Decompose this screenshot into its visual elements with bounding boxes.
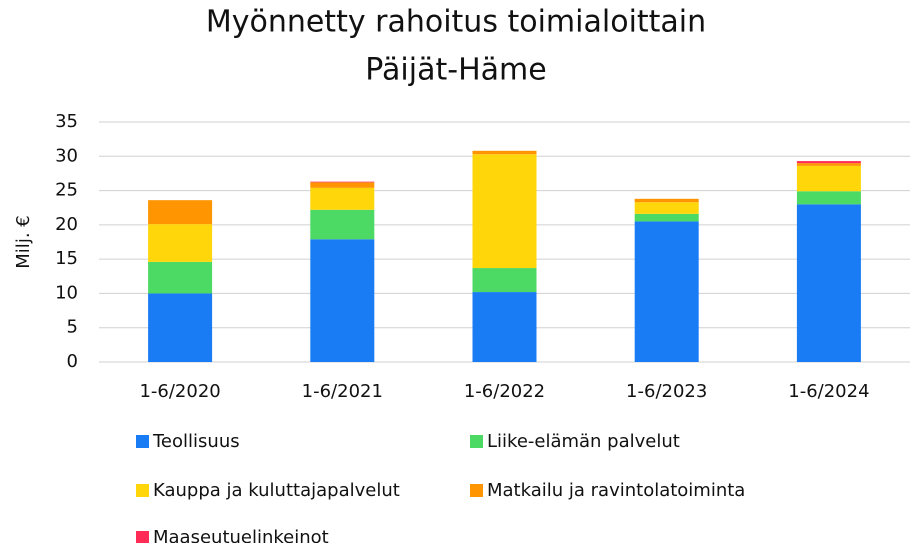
legend-label: Maaseutuelinkeinot [153,527,329,543]
bar-segment [472,154,537,269]
y-tick-label: 0 [67,351,78,372]
x-tick-label: 1-6/2020 [139,381,220,402]
x-tick-label: 1-6/2024 [788,381,869,402]
x-tick-label: 1-6/2021 [302,381,383,402]
legend-label: Matkailu ja ravintolatoiminta [487,480,745,501]
legend-swatch [136,484,149,497]
y-tick-label: 25 [55,180,78,201]
legend-swatch [470,435,483,448]
bar-segment [148,293,213,362]
y-tick-label: 30 [55,145,78,166]
bar-segment [634,202,699,214]
bar-segment [634,221,699,362]
bar-segment [472,292,537,362]
bar-segment [472,150,537,155]
bar-segment [148,224,213,262]
y-axis-label: Milj. € [13,215,34,268]
y-tick-label: 35 [55,111,78,132]
legend-label: Teollisuus [152,431,240,452]
bar-segment [310,182,375,188]
bar-segment [634,213,699,222]
chart-title: Päijät-Häme [365,53,546,88]
y-tick-label: 10 [55,282,78,303]
y-tick-label: 15 [55,248,78,269]
bar-segment [796,163,861,166]
bar-segment [796,204,861,362]
bar-segment [310,239,375,362]
legend-swatch [136,435,149,448]
legend-swatch [136,531,149,543]
bar-segment [310,209,375,240]
y-tick-label: 20 [55,214,78,235]
bar-segment [472,268,537,293]
legend-label: Liike-elämän palvelut [487,431,680,452]
bar-segment [796,191,861,205]
bar-segment [796,161,861,164]
y-tick-label: 5 [67,317,78,338]
bar-segment [310,181,375,183]
legend-label: Kauppa ja kuluttajapalvelut [153,480,400,501]
bar-segment [310,187,375,210]
bar-segment [634,198,699,203]
bar-segment [796,165,861,192]
x-tick-label: 1-6/2022 [464,381,545,402]
chart-title: Myönnetty rahoitus toimialoittain [206,5,706,40]
x-tick-label: 1-6/2023 [626,381,707,402]
bar-segment [148,200,213,225]
bar-segment [148,261,213,294]
legend-swatch [470,484,483,497]
